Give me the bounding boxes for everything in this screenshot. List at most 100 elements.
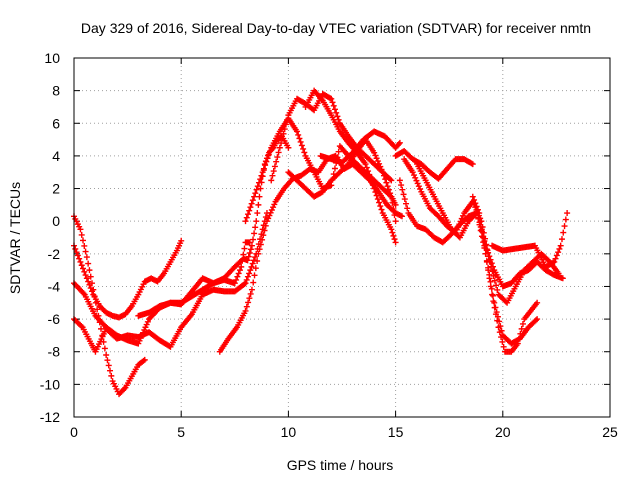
data-point xyxy=(246,250,253,257)
data-point xyxy=(238,263,245,270)
data-point xyxy=(73,249,80,256)
y-tick-label: 2 xyxy=(52,181,60,197)
series-track-15 xyxy=(414,161,541,347)
data-point xyxy=(404,205,411,212)
data-point xyxy=(472,211,479,218)
data-point xyxy=(401,196,408,203)
data-point xyxy=(265,215,272,222)
data-point xyxy=(477,227,484,234)
data-point xyxy=(388,226,395,233)
data-point xyxy=(243,303,250,310)
y-tick-label: 6 xyxy=(52,115,60,131)
data-point xyxy=(373,192,380,199)
data-point xyxy=(389,199,396,206)
series-track-1 xyxy=(71,213,148,398)
data-point xyxy=(246,207,253,214)
data-point xyxy=(246,270,253,277)
y-tick-label: -6 xyxy=(48,311,61,327)
data-point xyxy=(250,236,257,243)
data-point xyxy=(77,258,84,265)
y-tick-label: 10 xyxy=(44,50,60,66)
data-point xyxy=(242,218,249,225)
data-point xyxy=(457,218,464,225)
data-point xyxy=(262,162,269,169)
data-point xyxy=(455,224,462,231)
x-tick-label: 5 xyxy=(177,424,185,440)
data-point xyxy=(82,248,89,255)
data-point xyxy=(81,268,88,275)
y-tick-labels: -12 -10 -8 -6 -4 -2 0 2 4 6 8 10 xyxy=(40,50,60,425)
data-point xyxy=(561,223,568,230)
data-point xyxy=(270,204,277,211)
data-point xyxy=(87,285,94,292)
data-point xyxy=(374,158,381,165)
data-point xyxy=(399,186,406,193)
data-point xyxy=(83,275,90,282)
data-point xyxy=(241,245,248,252)
data-point xyxy=(267,148,274,155)
data-point xyxy=(367,175,374,182)
data-point xyxy=(486,275,493,282)
grid-lines xyxy=(74,58,610,417)
data-point xyxy=(489,268,496,275)
data-point xyxy=(472,200,479,207)
data-point xyxy=(300,145,307,152)
data-point xyxy=(471,196,478,203)
data-point xyxy=(74,252,81,259)
x-tick-label: 10 xyxy=(281,424,297,440)
data-point xyxy=(413,177,420,184)
series-track-17 xyxy=(489,210,571,270)
data-point xyxy=(480,234,487,241)
data-point xyxy=(104,357,111,364)
data-point xyxy=(242,307,249,314)
data-point xyxy=(135,340,142,347)
data-point xyxy=(379,169,386,176)
data-point xyxy=(480,229,487,236)
data-point xyxy=(256,246,263,253)
data-point xyxy=(490,298,497,305)
data-point xyxy=(344,162,351,169)
data-point xyxy=(417,186,424,193)
data-point xyxy=(485,253,492,260)
data-point xyxy=(482,250,489,257)
data-point xyxy=(392,239,399,246)
data-point xyxy=(396,177,403,184)
data-point xyxy=(269,172,276,179)
data-point xyxy=(391,212,398,219)
data-point xyxy=(559,275,566,282)
data-point xyxy=(81,242,88,249)
data-point xyxy=(564,210,571,217)
data-point xyxy=(330,102,337,109)
data-point xyxy=(383,179,390,186)
data-point xyxy=(143,321,150,328)
data-point xyxy=(384,183,391,190)
data-point xyxy=(276,144,283,151)
data-point xyxy=(390,232,397,239)
data-point xyxy=(284,116,291,123)
data-point xyxy=(395,141,402,148)
y-tick-label: 8 xyxy=(52,83,60,99)
data-point xyxy=(473,203,480,210)
data-point xyxy=(280,130,287,137)
data-point xyxy=(140,357,147,364)
data-point xyxy=(532,317,539,324)
data-point xyxy=(329,99,336,106)
data-point xyxy=(141,356,148,363)
data-point xyxy=(257,241,264,248)
data-point xyxy=(245,253,252,260)
data-point xyxy=(254,183,261,190)
data-point xyxy=(469,161,476,168)
data-point xyxy=(271,201,278,208)
data-point xyxy=(396,139,403,146)
data-point xyxy=(236,267,243,274)
data-point xyxy=(82,272,89,279)
data-point xyxy=(412,174,419,181)
data-point xyxy=(249,260,256,267)
data-point xyxy=(495,324,502,331)
data-point xyxy=(80,290,87,297)
data-point xyxy=(493,282,500,289)
data-point xyxy=(296,135,303,142)
data-point xyxy=(489,291,496,298)
data-point xyxy=(491,277,498,284)
data-point xyxy=(285,144,292,151)
